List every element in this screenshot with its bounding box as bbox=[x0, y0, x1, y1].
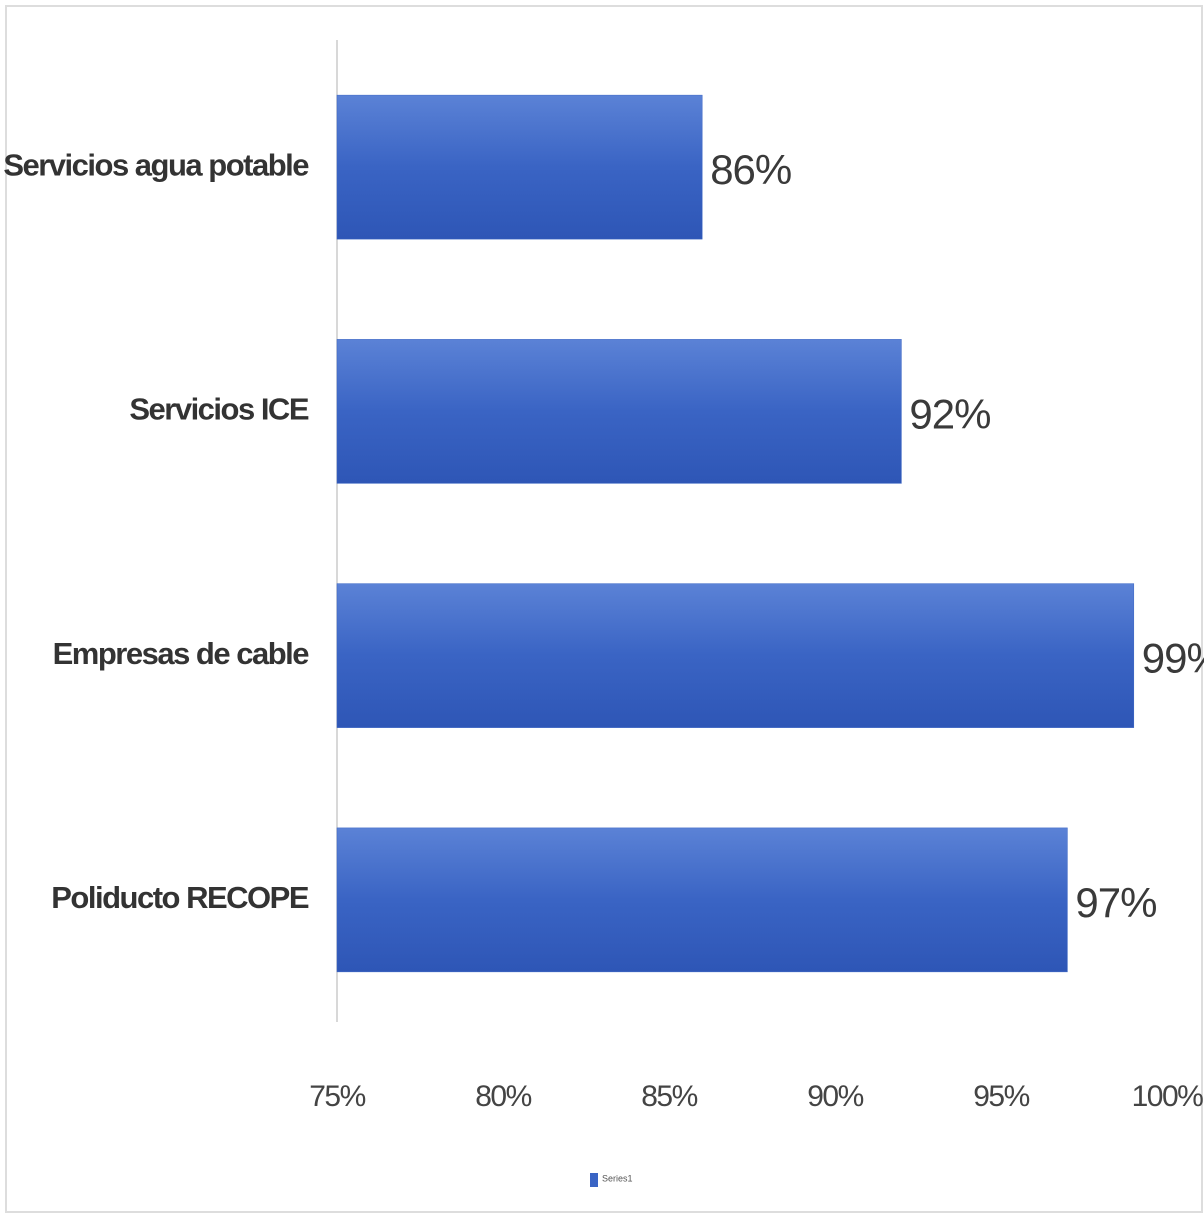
x-tick-label: 100% bbox=[1132, 1080, 1204, 1113]
legend-label: Series1 bbox=[602, 1173, 633, 1183]
y-tick-label: Empresas de cable bbox=[53, 636, 310, 671]
x-tick-label: 80% bbox=[475, 1080, 531, 1113]
y-tick-label: Poliducto RECOPE bbox=[51, 880, 309, 915]
bar bbox=[336, 583, 1135, 728]
x-tick-label: 75% bbox=[309, 1080, 365, 1113]
bar bbox=[336, 339, 902, 484]
value-label: 86% bbox=[710, 146, 791, 193]
bar bbox=[336, 94, 703, 240]
x-tick-label: 95% bbox=[973, 1080, 1029, 1113]
bar bbox=[336, 827, 1068, 973]
y-tick-label: Servicios agua potable bbox=[3, 147, 309, 182]
x-tick-label: 90% bbox=[807, 1080, 863, 1113]
value-label: 97% bbox=[1075, 879, 1156, 926]
y-tick-label: Servicios ICE bbox=[129, 392, 308, 427]
value-label: 99% bbox=[1142, 635, 1204, 682]
x-tick-label: 85% bbox=[641, 1080, 697, 1113]
legend-swatch bbox=[590, 1173, 598, 1187]
value-label: 92% bbox=[909, 390, 990, 437]
